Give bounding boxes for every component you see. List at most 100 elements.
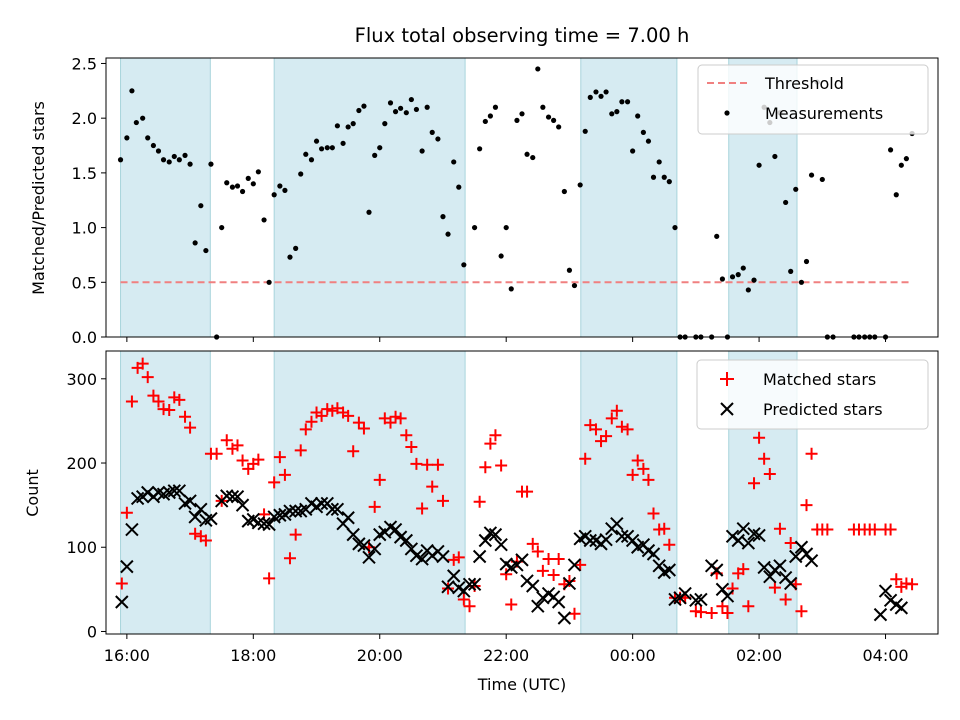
predicted-star-point-113 (725, 529, 740, 544)
measurement-point-92 (609, 111, 615, 117)
predicted-star-point-5 (141, 485, 155, 500)
top-y-axis: 0.0 0.5 1.0 1.5 2.0 2.5 (72, 54, 106, 347)
measurement-point-44 (350, 121, 356, 127)
matched-star-point-128 (800, 499, 813, 512)
matched-star-point-71 (489, 429, 502, 442)
bottom-shaded-regions (120, 350, 798, 635)
predicted-star-point-45 (357, 538, 371, 553)
top-y-tick-label-5: 2.5 (72, 54, 97, 73)
predicted-stars-points (115, 484, 909, 625)
measurement-point-25 (250, 181, 256, 187)
bottom-y-axis: 0 100 200 300 (66, 370, 106, 641)
bottom-plot-frame (105, 350, 939, 635)
measurement-point-37 (313, 138, 320, 144)
matched-star-point-14 (189, 527, 202, 540)
matched-star-point-5 (141, 371, 154, 384)
measurement-point-70 (492, 104, 499, 110)
matched-star-point-48 (368, 500, 381, 513)
matched-star-point-1 (120, 506, 133, 519)
measurement-point-23 (239, 188, 246, 195)
predicted-star-point-110 (710, 563, 724, 577)
matched-star-point-38 (315, 409, 328, 422)
matched-star-point-110 (705, 606, 718, 619)
matched-star-point-120 (758, 452, 771, 465)
matched-star-point-79 (531, 545, 544, 558)
measurement-point-38 (318, 146, 325, 152)
matched-star-point-72 (495, 459, 508, 472)
measurement-point-104 (672, 224, 678, 231)
measurement-point-114 (735, 272, 741, 278)
matched-star-point-116 (737, 563, 750, 576)
measurement-point-26 (255, 169, 261, 175)
bottom-x-axis: 16:00 18:00 20:00 22:00 00:00 02:00 04:00 (104, 634, 909, 665)
predicted-star-point-94 (615, 529, 629, 544)
measurement-point-6 (150, 142, 157, 149)
measurement-point-110 (714, 233, 720, 239)
matched-star-point-11 (173, 393, 186, 406)
predicted-star-point-14 (188, 510, 202, 524)
predicted-star-point-22 (235, 498, 250, 512)
predicted-star-point-17 (204, 511, 218, 526)
matched-star-point-99 (637, 462, 650, 475)
matched-star-point-118 (748, 477, 761, 490)
predicted-star-point-120 (763, 570, 777, 584)
top-y-axis-label: Matched/Predicted stars (29, 101, 48, 295)
legend-matched-swatch (720, 372, 734, 386)
predicted-star-point-25 (251, 516, 266, 530)
matched-star-point-18 (210, 447, 223, 460)
matched-star-point-123 (773, 522, 786, 535)
measurement-point-88 (587, 94, 593, 100)
measurement-point-77 (530, 154, 536, 161)
x-axis-label: Time (UTC) (477, 675, 566, 694)
matched-star-point-20 (220, 434, 233, 447)
matched-stars-points (115, 357, 919, 620)
predicted-star-point-70 (488, 527, 503, 542)
measurement-point-5 (145, 135, 151, 141)
predicted-star-point-107 (689, 593, 703, 608)
matched-star-point-103 (658, 522, 671, 535)
bottom-legend-box (696, 359, 929, 430)
matched-star-point-54 (400, 429, 413, 442)
predicted-star-point-78 (531, 599, 545, 613)
predicted-star-point-101 (652, 559, 666, 573)
measurement-point-93 (614, 109, 620, 115)
measurement-point-13 (187, 161, 193, 167)
measurement-point-41 (334, 123, 340, 129)
measurement-point-72 (503, 224, 509, 231)
matched-star-point-29 (268, 476, 281, 489)
matched-star-point-87 (574, 558, 587, 571)
predicted-star-point-119 (757, 560, 771, 575)
matched-star-point-4 (136, 357, 149, 370)
matched-star-point-22 (231, 439, 244, 452)
matched-star-point-10 (168, 391, 181, 404)
predicted-star-point-20 (225, 490, 240, 504)
predicted-star-point-68 (478, 533, 493, 548)
matched-star-point-28 (263, 572, 276, 585)
predicted-star-point-111 (715, 582, 730, 597)
measurement-point-62 (445, 231, 451, 237)
matched-star-point-53 (394, 412, 407, 425)
measurement-point-0 (117, 157, 124, 163)
matched-star-point-56 (410, 457, 423, 470)
bottom-y-tick-label-0: 0 (87, 622, 97, 641)
measurement-point-113 (729, 274, 736, 280)
measurement-point-17 (208, 161, 214, 167)
predicted-star-point-93 (610, 516, 624, 531)
bottom-y-tick-label-3: 300 (66, 370, 97, 389)
matched-star-point-94 (610, 404, 623, 417)
measurement-point-8 (160, 157, 167, 163)
matched-star-point-96 (621, 423, 634, 436)
matched-star-point-132 (821, 523, 834, 536)
predicted-star-point-84 (562, 576, 577, 591)
matched-star-point-52 (389, 410, 402, 423)
predicted-star-point-21 (230, 490, 245, 504)
measurement-point-90 (598, 93, 604, 99)
matched-star-point-46 (357, 422, 370, 435)
matched-star-point-73 (500, 568, 513, 581)
predicted-star-point-125 (789, 549, 803, 564)
measurement-point-54 (403, 110, 409, 116)
predicted-star-point-88 (583, 533, 597, 548)
predicted-star-point-129 (873, 607, 888, 622)
x-tick-label-2: 20:00 (357, 646, 403, 665)
